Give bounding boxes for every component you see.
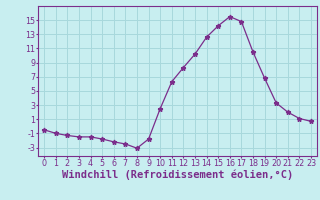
X-axis label: Windchill (Refroidissement éolien,°C): Windchill (Refroidissement éolien,°C) [62, 169, 293, 180]
